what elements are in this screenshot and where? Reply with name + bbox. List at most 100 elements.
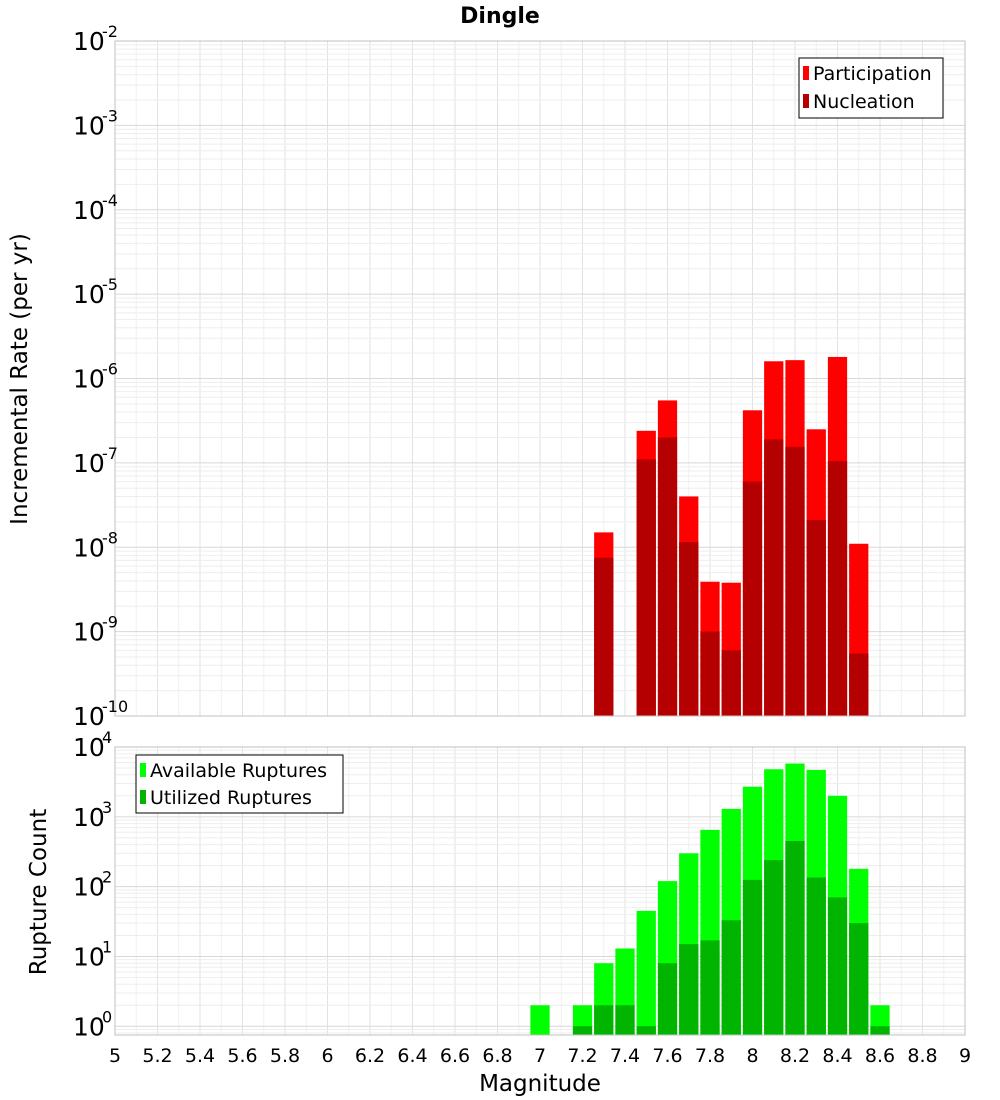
y-tick-label: 10 <box>73 702 105 731</box>
top-plot: 10-210-310-410-510-610-710-810-910-10 In… <box>7 22 966 731</box>
y-tick-exponent: 0 <box>102 1007 112 1026</box>
y-tick-exponent: 2 <box>102 868 112 887</box>
y-tick-label: 10 <box>73 733 105 762</box>
bottom-bar-available-ruptures-7 <box>530 1005 550 1035</box>
x-tick-label: 8.2 <box>780 1045 810 1067</box>
bottom-bar-utilized-ruptures-7.9 <box>721 920 741 1035</box>
x-tick-label: 7.6 <box>652 1045 682 1067</box>
top-bar-nucleation-8.3 <box>806 520 826 716</box>
x-tick-label: 8.4 <box>822 1045 852 1067</box>
x-tick-labels: 5 5.2 5.4 5.6 5.8 6 6.2 6.4 6.6 6.8 7 7.2 7.4 7.6 7.8 8… <box>109 1045 971 1067</box>
x-tick-label: 5.2 <box>142 1045 172 1067</box>
x-tick-label: 6 <box>321 1045 333 1067</box>
x-tick-label: 6.2 <box>355 1045 385 1067</box>
legend-label-nucleation: Nucleation <box>813 91 915 113</box>
x-tick-label: 7.8 <box>695 1045 725 1067</box>
top-bar-nucleation-7.5 <box>636 459 656 716</box>
y-tick-exponent: 4 <box>102 728 112 747</box>
top-bar-nucleation-7.6 <box>657 437 678 716</box>
bottom-bar-utilized-ruptures-7.5 <box>636 1026 656 1035</box>
x-tick-label: 5.8 <box>270 1045 300 1067</box>
top-bar-nucleation-8 <box>742 481 763 716</box>
bottom-bar-utilized-ruptures-8.5 <box>849 923 869 1035</box>
bottom-bar-utilized-ruptures-8.6 <box>870 1026 890 1035</box>
y-tick-label: 10 <box>73 280 105 309</box>
x-tick-label: 6.4 <box>397 1045 427 1067</box>
bottom-bar-utilized-ruptures-7.7 <box>679 944 699 1035</box>
bottom-bar-utilized-ruptures-8.2 <box>785 841 805 1035</box>
bottom-legend-box <box>135 754 344 814</box>
x-tick-label: 8.6 <box>865 1045 895 1067</box>
y-tick-exponent: -4 <box>102 191 118 210</box>
x-tick-label: 5 <box>109 1045 121 1067</box>
legend-swatch-nucleation <box>803 94 809 108</box>
legend-swatch-available <box>140 763 146 777</box>
x-tick-label: 8.8 <box>907 1045 937 1067</box>
legend-swatch-participation <box>803 66 809 80</box>
bottom-y-axis-label: Rupture Count <box>26 809 52 975</box>
x-tick-label: 5.6 <box>227 1045 257 1067</box>
bottom-bar-utilized-ruptures-8.3 <box>806 877 826 1035</box>
top-bar-nucleation-8.2 <box>785 446 805 716</box>
bottom-bar-utilized-ruptures-7.2 <box>572 1026 593 1035</box>
y-tick-label: 10 <box>73 942 105 971</box>
bottom-bar-utilized-ruptures-8 <box>742 879 763 1035</box>
bottom-plot-frame <box>114 746 966 1036</box>
legend-label-available: Available Ruptures <box>150 760 327 782</box>
y-tick-exponent: 3 <box>102 798 112 817</box>
top-bars <box>594 356 869 716</box>
bottom-legend: Available Ruptures Utilized Ruptures <box>135 754 344 814</box>
chart-title: Dingle <box>460 4 540 29</box>
top-bar-nucleation-8.1 <box>764 439 784 716</box>
top-bar-nucleation-7.3 <box>594 557 614 716</box>
legend-swatch-utilized <box>140 790 146 804</box>
y-tick-exponent: 1 <box>102 937 112 956</box>
x-tick-label: 8 <box>746 1045 758 1067</box>
bottom-bar-utilized-ruptures-8.1 <box>764 860 784 1035</box>
y-tick-label: 10 <box>73 111 105 140</box>
x-tick-label: 6.6 <box>440 1045 470 1067</box>
x-tick-label: 9 <box>959 1045 971 1067</box>
bottom-bar-utilized-ruptures-7.8 <box>700 940 720 1035</box>
y-tick-exponent: -7 <box>102 444 118 463</box>
bottom-bar-utilized-ruptures-7.4 <box>615 1005 635 1035</box>
y-tick-label: 10 <box>73 365 105 394</box>
bottom-bar-utilized-ruptures-7.3 <box>594 1005 614 1035</box>
top-y-tick-labels: 10-210-310-410-510-610-710-810-910-10 <box>73 22 128 731</box>
bottom-bar-available-ruptures-7.5 <box>636 910 656 1035</box>
y-tick-exponent: -9 <box>102 613 118 632</box>
top-plot-frame <box>114 40 966 717</box>
top-legend-box <box>798 57 944 119</box>
y-tick-label: 10 <box>73 533 105 562</box>
y-tick-exponent: -2 <box>102 22 118 41</box>
y-tick-exponent: -3 <box>102 106 118 125</box>
x-tick-label: 7.2 <box>567 1045 597 1067</box>
y-tick-label: 10 <box>73 449 105 478</box>
x-tick-label: 7 <box>534 1045 546 1067</box>
x-tick-label: 7.4 <box>610 1045 640 1067</box>
bottom-bars <box>530 763 890 1035</box>
y-tick-exponent: -5 <box>102 275 118 294</box>
y-tick-exponent: -10 <box>102 697 128 716</box>
y-tick-label: 10 <box>73 618 105 647</box>
y-tick-label: 10 <box>73 196 105 225</box>
legend-label-utilized: Utilized Ruptures <box>150 787 312 809</box>
x-tick-label: 5.4 <box>185 1045 215 1067</box>
y-tick-exponent: -6 <box>102 360 118 379</box>
top-bar-nucleation-7.8 <box>700 631 720 716</box>
top-bar-nucleation-8.5 <box>849 653 869 716</box>
x-axis-label: Magnitude <box>479 1071 601 1097</box>
y-tick-exponent: -8 <box>102 528 118 547</box>
y-tick-label: 10 <box>73 1012 105 1041</box>
top-bar-nucleation-7.9 <box>721 650 741 716</box>
top-y-axis-label: Incremental Rate (per yr) <box>7 233 33 525</box>
top-bar-nucleation-8.4 <box>827 461 848 716</box>
top-bar-nucleation-7.7 <box>679 542 699 716</box>
y-tick-label: 10 <box>73 803 105 832</box>
x-tick-label: 6.8 <box>482 1045 512 1067</box>
y-tick-label: 10 <box>73 27 105 56</box>
top-legend: Participation Nucleation <box>798 57 944 119</box>
